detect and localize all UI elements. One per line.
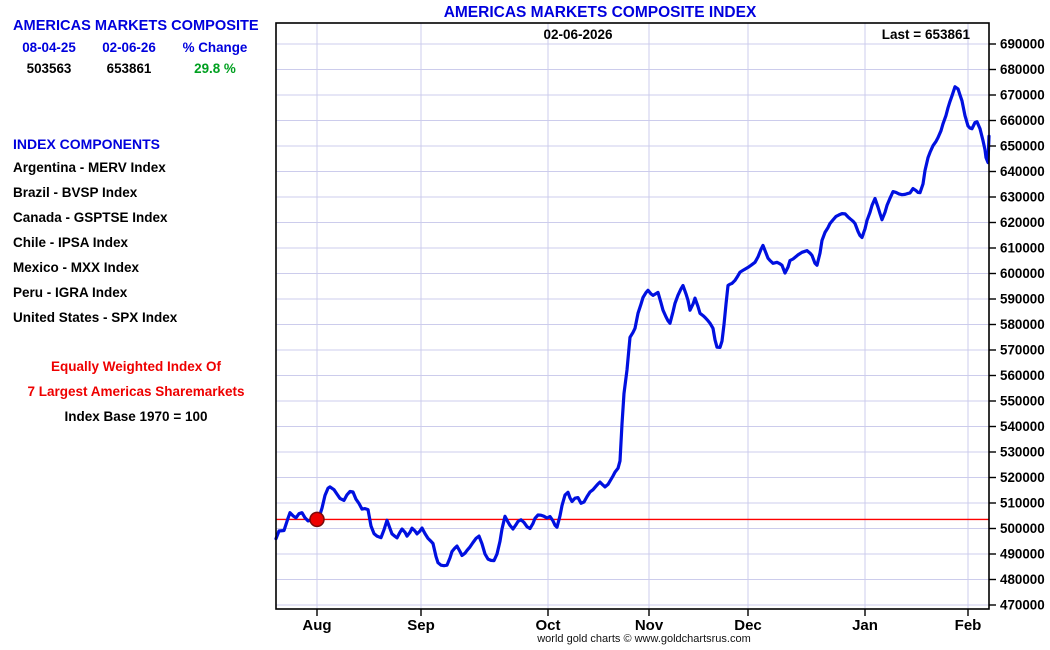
y-axis-tick-label: 580000 [1000,317,1045,332]
y-axis-tick-label: 620000 [1000,215,1045,230]
component-item: Brazil - BVSP Index [13,185,138,200]
y-axis-tick-label: 520000 [1000,470,1045,485]
x-axis-month-label: Oct [535,617,560,634]
component-item: Chile - IPSA Index [13,235,129,250]
y-axis-tick-label: 570000 [1000,343,1045,358]
component-item: Mexico - MXX Index [13,260,140,275]
start-date: 08-04-25 [22,40,76,55]
y-axis-tick-label: 590000 [1000,292,1045,307]
axes: 470000 480000 490000 500000 510000 520000 5300… [275,22,1045,634]
start-value: 503563 [26,61,72,76]
date-annotation: 02-06-2026 [543,27,613,42]
component-item: Argentina - MERV Index [13,160,166,175]
components-title: INDEX COMPONENTS [13,136,161,152]
series-layer [274,85,991,568]
y-axis-tick-label: 610000 [1000,241,1045,256]
y-axis-tick-label: 600000 [1000,266,1045,281]
components-list: Argentina - MERV Index Brazil - BVSP Ind… [13,155,177,330]
component-item: Peru - IGRA Index [13,285,128,300]
x-axis-month-label: Nov [635,617,664,634]
index-note: Equally Weighted Index Of 7 Largest Amer… [5,354,267,429]
x-axis-month-label: Feb [955,617,982,634]
y-axis-tick-label: 640000 [1000,164,1045,179]
y-axis-tick-label: 650000 [1000,139,1045,154]
y-axis-tick-label: 500000 [1000,521,1045,536]
index-note-line1: Equally Weighted Index Of [50,359,222,374]
y-axis-tick-label: 560000 [1000,368,1045,383]
y-axis-tick-label: 550000 [1000,394,1045,409]
y-axis-tick-label: 480000 [1000,572,1045,587]
y-axis-tick-label: 660000 [1000,113,1045,128]
footer-credit: world gold charts © www.goldchartsrus.co… [537,633,751,645]
end-date: 02-06-26 [102,40,156,55]
component-item: Canada - GSPTSE Index [13,210,168,225]
last-value-annotation: Last = 653861 [882,27,971,42]
end-value: 653861 [106,61,152,76]
y-axis-tick-label: 470000 [1000,598,1045,613]
chart-title: AMERICAS MARKETS COMPOSITE INDEX [443,4,757,21]
percent-change-value: 29.8 % [194,61,236,76]
y-axis-tick-label: 490000 [1000,547,1045,562]
index-note-line3: Index Base 1970 = 100 [64,409,208,424]
y-axis-tick-label: 530000 [1000,445,1045,460]
start-marker-dot [309,511,325,528]
x-axis-month-label: Jan [852,617,878,634]
index-line-series [274,85,991,568]
header-date-row: 08-04-25 02-06-26 % Change [10,40,260,55]
change-label: % Change [182,40,248,55]
x-axis-month-label: Aug [302,617,331,634]
y-axis-tick-label: 540000 [1000,419,1045,434]
panel-title: AMERICAS MARKETS COMPOSITE [13,18,259,34]
y-axis-tick-label: 670000 [1000,88,1045,103]
gridlines [276,23,989,609]
y-axis-tick-label: 690000 [1000,37,1045,52]
x-axis-month-label: Sep [407,617,435,634]
header-value-row: 503563 653861 29.8 % [10,61,260,76]
plot-border [275,22,990,610]
y-axis-tick-label: 630000 [1000,190,1045,205]
y-axis-tick-label: 680000 [1000,62,1045,77]
x-axis-month-label: Dec [734,617,762,634]
y-axis-tick-label: 510000 [1000,496,1045,511]
component-item: United States - SPX Index [13,310,178,325]
index-note-line2: 7 Largest Americas Sharemarkets [27,384,245,399]
